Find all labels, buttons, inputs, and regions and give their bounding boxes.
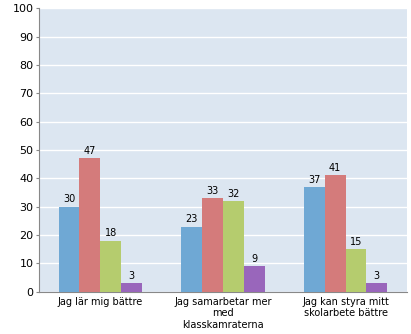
Text: 15: 15 [350,237,362,247]
Bar [346,249,366,292]
Bar [100,241,121,292]
Bar [223,201,244,292]
Bar [366,283,387,292]
Bar [244,266,265,292]
Bar [58,207,79,292]
Bar [325,175,346,292]
Text: 37: 37 [308,175,321,185]
Text: 32: 32 [227,189,240,199]
Bar [181,226,202,292]
Text: 47: 47 [84,146,96,156]
Bar [202,198,223,292]
Bar [79,158,100,292]
Text: 41: 41 [329,163,341,173]
Text: 3: 3 [129,271,134,281]
Text: 18: 18 [104,228,117,238]
Text: 23: 23 [185,214,198,224]
Text: 3: 3 [374,271,380,281]
Text: 33: 33 [206,186,219,196]
Text: 9: 9 [251,254,257,264]
Text: 30: 30 [63,194,75,204]
Bar [121,283,142,292]
Bar [304,187,325,292]
